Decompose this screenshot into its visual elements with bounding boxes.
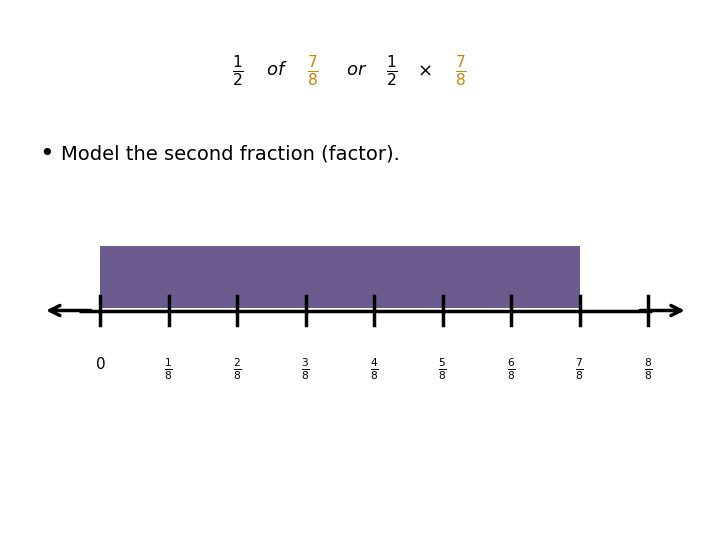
Text: •: • <box>40 142 54 166</box>
Text: $\frac{2}{8}$: $\frac{2}{8}$ <box>233 356 241 382</box>
Text: $\times$: $\times$ <box>418 61 432 79</box>
Text: $\frac{1}{2}$: $\frac{1}{2}$ <box>232 53 243 87</box>
Text: $\frac{6}{8}$: $\frac{6}{8}$ <box>507 356 516 382</box>
Text: Model the second fraction (factor).: Model the second fraction (factor). <box>61 144 400 164</box>
Text: $\frac{7}{8}$: $\frac{7}{8}$ <box>307 53 319 87</box>
Text: $\frac{7}{8}$: $\frac{7}{8}$ <box>575 356 584 382</box>
Text: $\frac{1}{2}$: $\frac{1}{2}$ <box>387 53 398 87</box>
Text: $\frac{1}{8}$: $\frac{1}{8}$ <box>164 356 173 382</box>
Text: $\frac{7}{8}$: $\frac{7}{8}$ <box>455 53 467 87</box>
Text: $\frac{8}{8}$: $\frac{8}{8}$ <box>644 356 652 382</box>
Text: $0$: $0$ <box>95 356 105 373</box>
Bar <box>100 246 580 308</box>
Text: $\frac{3}{8}$: $\frac{3}{8}$ <box>301 356 310 382</box>
Text: $of$: $of$ <box>266 61 288 79</box>
Text: $\frac{5}{8}$: $\frac{5}{8}$ <box>438 356 447 382</box>
Text: $\frac{4}{8}$: $\frac{4}{8}$ <box>369 356 379 382</box>
Text: $or$: $or$ <box>346 61 367 79</box>
